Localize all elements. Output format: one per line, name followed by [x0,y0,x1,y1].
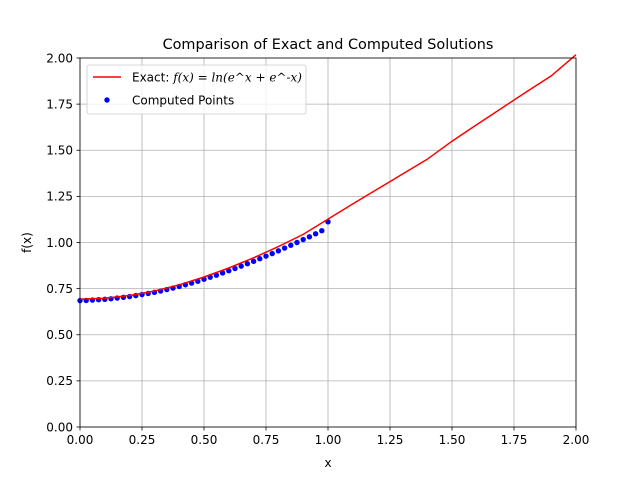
computed-point [232,265,238,272]
legend-box [86,64,307,115]
computed-point [263,253,269,259]
chart-title: Comparison of Exact and Computed Solutio… [163,37,494,53]
y-axis-label: f(x) [20,232,34,253]
computed-point [312,231,319,237]
y-tick-label: 0.00 [46,420,73,434]
computed-point [219,270,226,276]
computed-point [244,261,251,267]
x-tick-label: 0.25 [129,433,156,447]
computed-point [275,248,282,254]
computed-point [319,227,325,234]
x-axis-label: x [324,456,331,470]
exact-solution-line [79,54,577,300]
computed-point [269,250,275,257]
computed-point [226,268,232,274]
y-tick-label: 0.50 [46,328,73,342]
x-tick-label: 1.50 [439,433,466,447]
x-tick-label: 1.75 [501,433,528,447]
y-tick-label: 0.25 [46,374,73,388]
x-tick-label: 1.00 [315,433,342,447]
computed-point [281,245,288,251]
computed-point [257,256,263,262]
computed-point [213,272,220,278]
legend-point-swatch [104,97,110,103]
computed-point [306,234,313,240]
y-tick-label: 1.50 [46,144,73,158]
x-tick-label: 0.00 [67,433,94,447]
x-tick-label: 1.25 [377,433,404,447]
computed-point [288,242,294,248]
ticks: 0.00 0.25 0.50 0.75 1.00 1.25 1.50 1.75 2.00 0.00… [46,51,589,447]
x-tick-label: 0.50 [191,433,218,447]
x-tick-label: 2.00 [563,433,590,447]
computed-point [300,236,306,243]
computed-point [238,263,244,269]
y-tick-label: 1.00 [46,236,73,250]
x-tick-label: 0.75 [253,433,280,447]
legend-label-exact: Exact: f(x) = ln(e^x + e^-x) [132,71,302,85]
plot-series [77,54,577,304]
legend: Exact: f(x) = ln(e^x + e^-x) Computed Poi… [86,64,307,115]
y-tick-label: 1.75 [46,97,73,111]
y-tick-label: 2.00 [46,51,73,65]
legend-label-computed: Computed Points [132,94,234,108]
y-tick-label: 1.25 [46,190,73,204]
computed-point [294,239,300,246]
y-tick-label: 0.75 [46,282,73,296]
computed-point [250,258,257,265]
